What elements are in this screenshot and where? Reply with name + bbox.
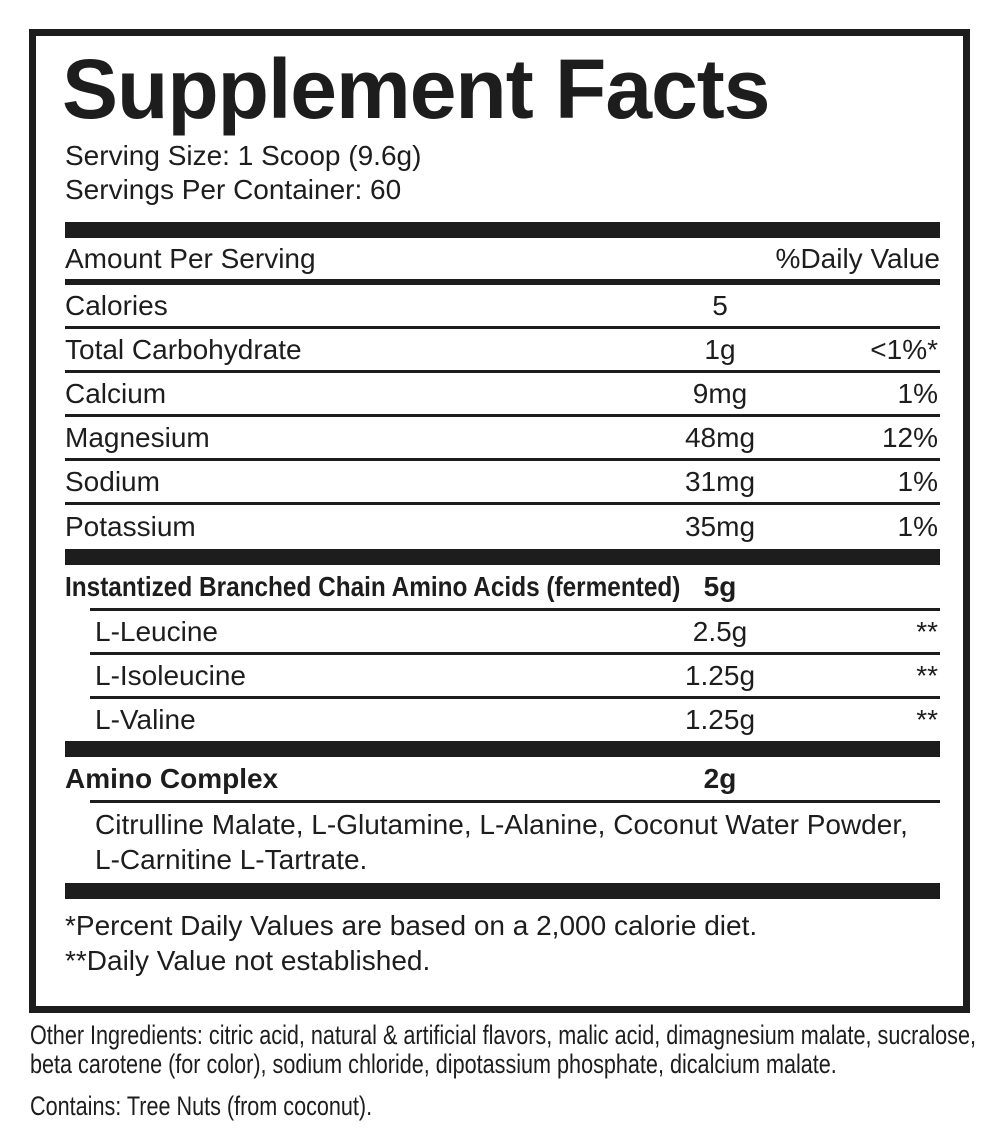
other-ingredients-line: beta carotene (for color), sodium chlori… [30, 1049, 837, 1079]
separator-bar [65, 741, 940, 757]
table-row-calories: Calories 5 [65, 285, 940, 329]
description-line: L-Carnitine L-Tartrate. [95, 844, 368, 875]
nutrient-name: Potassium [65, 511, 196, 542]
nutrient-name: Magnesium [65, 421, 210, 453]
footnote-daily-values: *Percent Daily Values are based on a 2,0… [65, 910, 758, 941]
nutrient-dv: ** [916, 615, 938, 647]
bcaa-blend-amount: 5g [703, 570, 737, 602]
nutrient-amount: 31mg [684, 465, 756, 497]
nutrient-name: Sodium [65, 465, 160, 497]
table-row-calcium: Calcium 9mg 1% [65, 373, 940, 417]
nutrient-amount: 1.25g [684, 704, 756, 735]
nutrient-amount: 1g [704, 333, 736, 365]
bcaa-header-row: Instantized Branched Chain Amino Acids (… [65, 565, 940, 608]
nutrient-amount: 48mg [684, 421, 756, 453]
description-line: Citrulline Malate, L-Glutamine, L-Alanin… [95, 809, 908, 840]
nutrient-name: Total Carbohydrate [65, 333, 302, 365]
amount-per-serving-header: Amount Per Serving [65, 242, 316, 274]
nutrient-dv: 1% [897, 377, 938, 409]
nutrient-amount: 9mg [692, 377, 748, 409]
table-row-l-valine: L-Valine 1.25g ** [90, 699, 940, 741]
nutrient-dv: <1%* [870, 333, 938, 365]
indented-separator [90, 800, 940, 803]
nutrient-amount: 1.25g [684, 659, 756, 691]
separator-bar [65, 883, 940, 899]
servings-per-container: Servings Per Container: 60 [65, 174, 402, 205]
nutrient-amount: 5 [712, 289, 728, 321]
nutrient-name: L-Leucine [95, 615, 218, 647]
contains-statement: Contains: Tree Nuts (from coconut). [30, 1091, 373, 1121]
footnotes: *Percent Daily Values are based on a 2,0… [65, 908, 940, 978]
amino-complex-name: Amino Complex [65, 762, 279, 794]
nutrient-name: Calcium [65, 377, 167, 409]
nutrient-dv: 1% [897, 465, 938, 497]
daily-value-header: %Daily Value [775, 242, 940, 274]
supplement-facts-label: Supplement Facts Serving Size: 1 Scoop (… [29, 29, 970, 1013]
nutrient-amount: 2.5g [692, 615, 748, 647]
nutrient-name: L-Isoleucine [95, 659, 246, 691]
nutrient-dv: 12% [881, 421, 938, 453]
table-row-magnesium: Magnesium 48mg 12% [65, 417, 940, 461]
table-row-sodium: Sodium 31mg 1% [65, 461, 940, 505]
separator-bar [65, 222, 940, 238]
bcaa-blend-name: Instantized Branched Chain Amino Acids (… [65, 570, 681, 602]
nutrient-dv: 1% [897, 511, 938, 542]
serving-info: Serving Size: 1 Scoop (9.6g) Servings Pe… [65, 139, 940, 207]
other-ingredients-line: Other Ingredients: citric acid, natural … [30, 1020, 976, 1050]
table-row-l-isoleucine: L-Isoleucine 1.25g ** [90, 655, 940, 699]
amino-complex-description: Citrulline Malate, L-Glutamine, L-Alanin… [95, 807, 940, 877]
column-header-row: Amount Per Serving %Daily Value [65, 238, 940, 285]
nutrient-dv: ** [916, 659, 938, 691]
nutrient-amount: 35mg [684, 511, 756, 542]
footnote-not-established: **Daily Value not established. [65, 945, 431, 976]
separator-bar [65, 549, 940, 565]
nutrient-dv: ** [916, 704, 938, 735]
nutrient-name: L-Valine [95, 704, 196, 735]
page-title: Supplement Facts [62, 42, 770, 136]
nutrient-name: Calories [65, 289, 168, 321]
table-row-potassium: Potassium 35mg 1% [65, 505, 940, 549]
indented-separator [90, 608, 940, 611]
serving-size: Serving Size: 1 Scoop (9.6g) [65, 140, 422, 171]
amino-complex-amount: 2g [703, 762, 737, 794]
table-row-total-carbohydrate: Total Carbohydrate 1g <1%* [65, 329, 940, 373]
table-row-l-leucine: L-Leucine 2.5g ** [90, 611, 940, 655]
amino-complex-row: Amino Complex 2g [65, 757, 940, 800]
other-ingredients: Other Ingredients: citric acid, natural … [30, 1021, 976, 1079]
